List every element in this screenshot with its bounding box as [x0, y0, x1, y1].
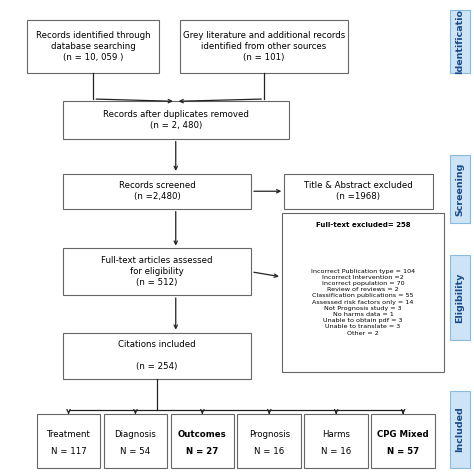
- Text: Title & Abstract excluded
(n =1968): Title & Abstract excluded (n =1968): [304, 181, 413, 201]
- Bar: [36, 414, 100, 468]
- Bar: [63, 174, 251, 209]
- Bar: [171, 414, 234, 468]
- Text: N = 16: N = 16: [321, 447, 351, 456]
- Text: Records screened
(n =2,480): Records screened (n =2,480): [118, 181, 195, 201]
- Text: Grey literature and additional records
identified from other sources
(n = 101): Grey literature and additional records i…: [183, 31, 345, 62]
- Text: Diagnosis: Diagnosis: [115, 430, 156, 439]
- Bar: [284, 174, 433, 209]
- Text: N = 16: N = 16: [254, 447, 284, 456]
- Bar: [450, 155, 470, 223]
- Text: N = 27: N = 27: [186, 447, 219, 456]
- Text: Records after duplicates removed
(n = 2, 480): Records after duplicates removed (n = 2,…: [103, 110, 249, 130]
- Bar: [450, 255, 470, 339]
- Text: Records identified through
database searching
(n = 10, 059 ): Records identified through database sear…: [36, 31, 151, 62]
- Text: Outcomes: Outcomes: [178, 430, 227, 439]
- Text: Prognosis: Prognosis: [249, 430, 290, 439]
- Bar: [27, 19, 159, 73]
- Bar: [282, 213, 444, 372]
- Bar: [237, 414, 301, 468]
- Text: Screening: Screening: [456, 162, 465, 216]
- Text: Full-text excluded= 258: Full-text excluded= 258: [316, 222, 410, 228]
- Bar: [104, 414, 167, 468]
- Bar: [450, 10, 470, 73]
- Bar: [63, 248, 251, 295]
- Text: Incorrect Publication type = 104
Incorrect Intervention =2
Incorrect population : Incorrect Publication type = 104 Incorre…: [311, 269, 415, 336]
- Bar: [450, 391, 470, 468]
- Text: N = 57: N = 57: [387, 447, 419, 456]
- Text: N = 54: N = 54: [120, 447, 151, 456]
- Text: Included: Included: [456, 407, 465, 452]
- Text: Treatment: Treatment: [46, 430, 91, 439]
- Bar: [63, 332, 251, 379]
- Text: Full-text articles assessed
for eligibility
(n = 512): Full-text articles assessed for eligibil…: [101, 256, 213, 287]
- Bar: [304, 414, 368, 468]
- Text: Eligibility: Eligibility: [456, 272, 465, 323]
- Bar: [181, 19, 348, 73]
- Text: Citations included

(n = 254): Citations included (n = 254): [118, 340, 196, 372]
- Text: Harms: Harms: [322, 430, 350, 439]
- Text: N = 117: N = 117: [51, 447, 86, 456]
- Bar: [371, 414, 435, 468]
- Text: CPG Mixed: CPG Mixed: [377, 430, 429, 439]
- Bar: [63, 101, 289, 139]
- Text: Identificatio: Identificatio: [456, 9, 465, 74]
